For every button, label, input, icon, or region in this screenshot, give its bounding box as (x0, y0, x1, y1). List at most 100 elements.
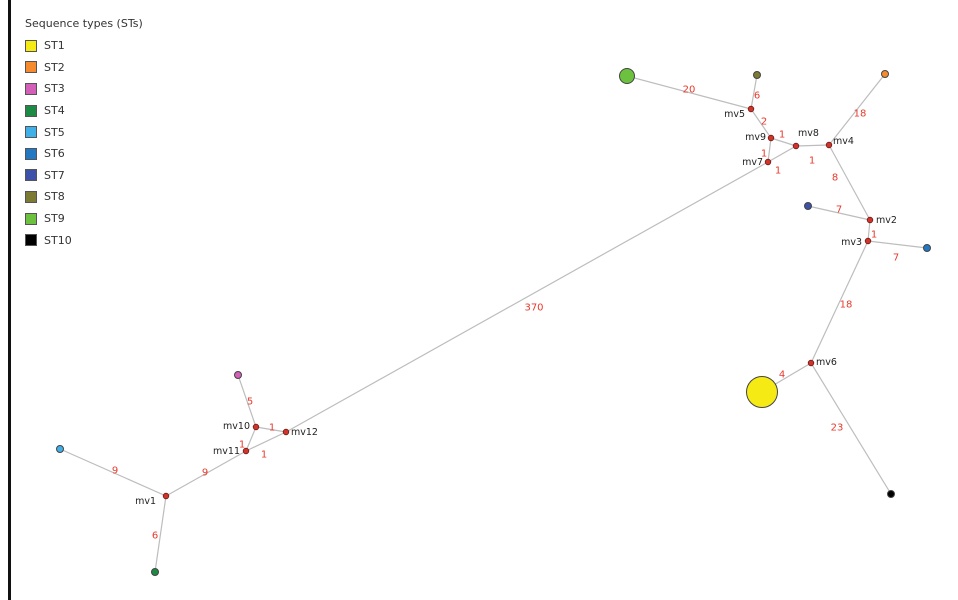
left-border (8, 0, 11, 600)
legend-item-st3: ST3 (25, 78, 143, 100)
edge-label: 8 (832, 173, 838, 184)
legend-label: ST6 (44, 147, 65, 161)
edge-st5-mv1 (59, 448, 167, 497)
legend-item-st7: ST7 (25, 165, 143, 187)
legend-label: ST1 (44, 39, 65, 53)
edge-mv7-mv12 (285, 161, 769, 433)
edge-label: 1 (779, 130, 785, 141)
legend: Sequence types (STs) ST1 ST2 ST3 ST4 ST5 ST6 S… (25, 17, 143, 251)
legend-item-st2: ST2 (25, 57, 143, 79)
node-label-mv10: mv10 (223, 421, 250, 432)
edge-label: 2 (761, 117, 767, 128)
legend-label: ST8 (44, 190, 65, 204)
legend-label: ST10 (44, 233, 72, 247)
edge-mv5-mv9 (750, 108, 772, 139)
edge-label: 9 (202, 468, 208, 479)
edge-st8-mv5 (750, 74, 758, 110)
node-label-mv6: mv6 (816, 357, 837, 368)
edge-mv10-mv11 (245, 426, 257, 452)
median-vector-node-mv3 (864, 237, 872, 245)
node-label-mv1: mv1 (135, 496, 156, 507)
node-label-mv11: mv11 (213, 446, 240, 457)
edge-st2-mv4 (828, 73, 886, 146)
legend-swatch (25, 147, 37, 160)
tree-nodes (56, 68, 931, 576)
median-vector-node-mv12 (282, 428, 290, 436)
legend-label: ST7 (44, 168, 65, 182)
node-label-mv12: mv12 (291, 427, 318, 438)
sequence-type-node-st10 (887, 490, 895, 498)
edge-label: 370 (524, 303, 543, 314)
edge-label: 1 (261, 450, 267, 461)
sequence-type-node-st7 (804, 202, 812, 210)
legend-swatch (25, 190, 37, 203)
edge-st7-mv2 (807, 205, 871, 221)
median-vector-node-mv4 (825, 141, 833, 149)
legend-item-st5: ST5 (25, 121, 143, 143)
tree-node-labels: mv1 mv2 mv3 mv4 mv5 mv6 mv7 mv8 mv9 mv10 mv11 mv12 (135, 109, 897, 507)
median-vector-node-mv9 (767, 134, 775, 142)
sequence-type-node-st5 (56, 445, 64, 453)
edge-mv12-mv11 (245, 431, 287, 452)
median-vector-node-mv2 (866, 216, 874, 224)
legend-item-st9: ST9 (25, 208, 143, 230)
legend-label: ST3 (44, 82, 65, 96)
sequence-type-node-st3 (234, 371, 242, 379)
legend-title: Sequence types (STs) (25, 17, 143, 30)
legend-label: ST5 (44, 125, 65, 139)
node-label-mv7: mv7 (742, 157, 763, 168)
median-vector-node-mv7 (764, 158, 772, 166)
sequence-type-node-st4 (151, 568, 159, 576)
legend-swatch (25, 104, 37, 117)
edge-mv1-st4 (154, 495, 167, 573)
sequence-type-node-st9 (619, 68, 635, 84)
sequence-type-node-st2 (881, 70, 889, 78)
edge-label: 6 (754, 91, 760, 102)
edge-mv2-mv3 (867, 219, 871, 242)
tree-edges (59, 73, 928, 573)
edge-label: 18 (840, 300, 853, 311)
legend-item-st8: ST8 (25, 186, 143, 208)
legend-label: ST9 (44, 212, 65, 226)
edge-label: 1 (239, 440, 245, 451)
median-vector-node-mv10 (252, 423, 260, 431)
edge-mv9-mv8 (770, 137, 797, 147)
legend-swatch (25, 234, 37, 247)
edge-label: 1 (775, 166, 781, 177)
node-label-mv8: mv8 (798, 128, 819, 139)
edge-label: 5 (247, 397, 253, 408)
edge-label: 6 (152, 531, 158, 542)
sequence-type-node-st1 (746, 376, 778, 408)
edge-label: 1 (761, 149, 767, 160)
edge-label: 4 (779, 370, 785, 381)
node-label-mv9: mv9 (745, 132, 766, 143)
edge-label: 7 (836, 205, 842, 216)
edge-label: 9 (112, 466, 118, 477)
edge-label: 18 (854, 109, 867, 120)
legend-swatch (25, 212, 37, 225)
edge-mv4-mv2 (828, 144, 871, 221)
legend-item-st4: ST4 (25, 100, 143, 122)
edge-label: 7 (893, 253, 899, 264)
edge-label: 20 (683, 85, 696, 96)
node-label-mv2: mv2 (876, 215, 897, 226)
edge-mv6-st10 (810, 362, 892, 495)
edge-mv11-mv1 (165, 450, 247, 497)
edge-label: 1 (809, 156, 815, 167)
edge-st9-mv5 (626, 75, 752, 110)
legend-item-st1: ST1 (25, 35, 143, 57)
edge-label: 23 (831, 423, 844, 434)
edge-mv3-st6 (867, 240, 928, 249)
legend-label: ST4 (44, 104, 65, 118)
legend-swatch (25, 169, 37, 182)
legend-swatch (25, 61, 37, 74)
node-label-mv5: mv5 (724, 109, 745, 120)
legend-items: ST1 ST2 ST3 ST4 ST5 ST6 ST7 ST8 ST9 ST10 (25, 35, 143, 251)
edge-st3-mv10 (237, 374, 257, 428)
edge-mv7-mv8 (767, 145, 797, 163)
legend-swatch (25, 39, 37, 52)
sequence-type-node-st6 (923, 244, 931, 252)
median-vector-node-mv6 (807, 359, 815, 367)
